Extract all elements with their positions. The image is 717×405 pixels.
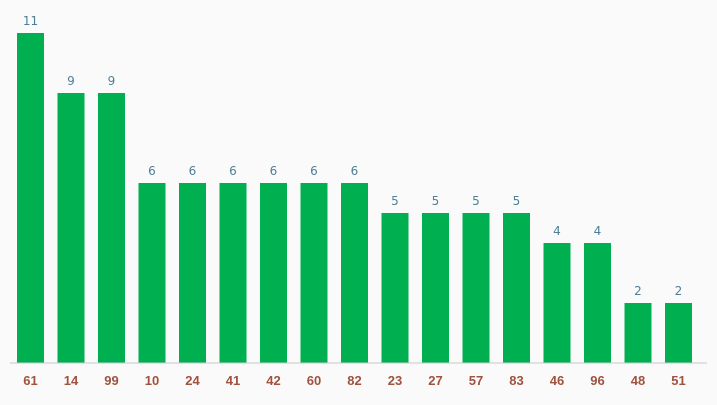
value-label-57: 5 (472, 194, 480, 208)
category-label-82: 82 (347, 373, 361, 388)
value-label-96: 4 (594, 224, 602, 238)
value-label-51: 2 (675, 284, 683, 298)
value-label-14: 9 (67, 74, 75, 88)
category-label-99: 99 (104, 373, 118, 388)
category-labels-group: 61 14 99 10 24 41 42 60 82 23 27 57 83 46 96 48 51 (23, 373, 685, 388)
bar-27 (422, 213, 449, 363)
value-label-41: 6 (229, 164, 237, 178)
category-label-24: 24 (185, 373, 200, 388)
category-label-23: 23 (388, 373, 402, 388)
bar-41 (219, 183, 247, 363)
value-label-61: 11 (23, 14, 38, 28)
category-label-57: 57 (469, 373, 483, 388)
bar-99 (98, 93, 125, 363)
category-label-51: 51 (671, 373, 685, 388)
value-labels-group: 11 9 9 6 6 6 6 6 6 5 5 5 5 4 4 2 2 (23, 14, 682, 298)
bars-group (17, 33, 692, 363)
category-label-41: 41 (226, 373, 240, 388)
value-label-27: 5 (432, 194, 440, 208)
bar-48 (624, 303, 652, 363)
value-label-99: 9 (108, 74, 116, 88)
bar-51 (665, 303, 692, 363)
category-label-46: 46 (550, 373, 564, 388)
bar-42 (260, 183, 287, 363)
category-label-83: 83 (509, 373, 523, 388)
category-label-96: 96 (590, 373, 604, 388)
bar-61 (17, 33, 44, 363)
category-label-48: 48 (631, 373, 645, 388)
category-label-42: 42 (266, 373, 280, 388)
bar-23 (381, 213, 409, 363)
category-label-61: 61 (23, 373, 37, 388)
bar-57 (462, 213, 490, 363)
bar-10 (138, 183, 166, 363)
category-label-14: 14 (64, 373, 79, 388)
bar-82 (341, 183, 368, 363)
bar-96 (584, 243, 611, 363)
value-label-10: 6 (148, 164, 156, 178)
category-label-60: 60 (307, 373, 321, 388)
bar-14 (57, 93, 85, 363)
bar-24 (179, 183, 206, 363)
value-label-24: 6 (189, 164, 197, 178)
bar-83 (503, 213, 530, 363)
value-label-48: 2 (634, 284, 642, 298)
value-label-60: 6 (310, 164, 318, 178)
value-label-82: 6 (351, 164, 359, 178)
value-label-42: 6 (270, 164, 278, 178)
bar-60 (300, 183, 328, 363)
value-label-46: 4 (553, 224, 561, 238)
value-label-23: 5 (391, 194, 399, 208)
bar-46 (543, 243, 571, 363)
category-label-10: 10 (145, 373, 159, 388)
value-label-83: 5 (513, 194, 521, 208)
category-label-27: 27 (428, 373, 442, 388)
